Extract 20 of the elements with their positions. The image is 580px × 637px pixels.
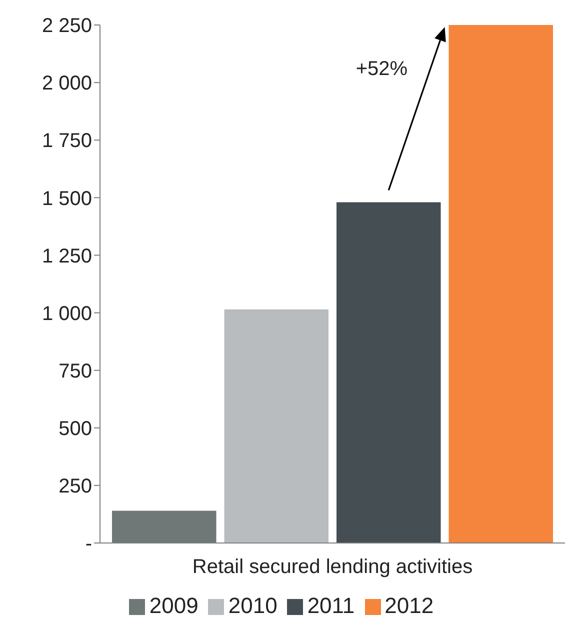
y-tick-label: - [85, 533, 92, 556]
y-tick-label: 1 000 [42, 302, 92, 325]
y-tick-label: 750 [58, 360, 92, 382]
y-tick-label: 1 250 [42, 245, 92, 268]
y-tick-label: 500 [58, 418, 92, 440]
bar [112, 510, 216, 543]
y-tick-label: 2 250 [42, 15, 92, 38]
legend-label: 2011 [307, 593, 355, 618]
y-tick-label: 250 [58, 476, 92, 498]
legend-label: 2012 [384, 593, 434, 618]
bar [336, 202, 441, 543]
bar [448, 25, 553, 543]
y-tick-label: 2 000 [42, 72, 92, 95]
annotation: +52% [356, 58, 408, 80]
y-tick-label: 1 750 [42, 130, 92, 152]
legend-label: 2009 [149, 593, 198, 618]
legend-label: 2010 [228, 593, 278, 618]
y-tick-label: 1 500 [42, 188, 92, 210]
bar [224, 309, 328, 543]
x-tick-label: Retail secured lending activities [192, 556, 473, 578]
